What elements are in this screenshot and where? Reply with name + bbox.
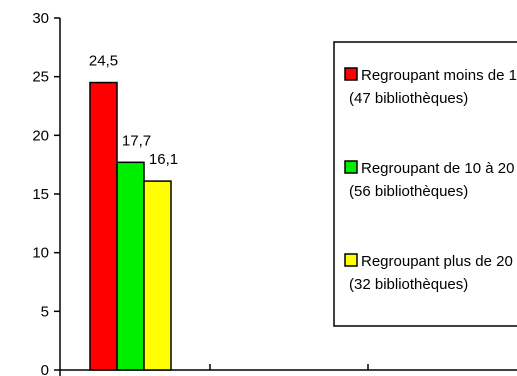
y-tick-label: 10 — [32, 245, 49, 262]
legend-box — [333, 41, 517, 327]
y-tick-label: 15 — [32, 186, 49, 203]
legend-label: Regroupant moins de 10 communes — [361, 67, 517, 84]
legend-swatch — [344, 253, 358, 267]
data-label: 24,5 — [89, 53, 118, 70]
legend-sublabel: (56 bibliothèques) — [349, 183, 468, 200]
bar — [143, 180, 172, 371]
bars — [89, 81, 172, 371]
legend: Regroupant moins de 10 communes (47 bibli… — [333, 41, 517, 327]
legend-swatch — [344, 160, 358, 174]
data-label: 17,7 — [122, 132, 151, 149]
bar — [116, 161, 145, 371]
data-labels: 24,5 17,7 16,1 — [89, 53, 178, 169]
data-label: 16,1 — [149, 151, 178, 168]
legend-label: Regroupant de 10 à 20 communes — [361, 160, 517, 177]
y-tick-label: 0 — [41, 362, 49, 376]
legend-swatch — [344, 67, 358, 81]
legend-label: Regroupant plus de 20 communes — [361, 253, 517, 270]
bar — [89, 81, 118, 371]
y-tick-label: 20 — [32, 127, 49, 144]
legend-sublabel: (47 bibliothèques) — [349, 90, 468, 107]
y-axis: 0 5 10 15 20 25 30 — [32, 10, 61, 376]
y-tick-label: 5 — [41, 303, 49, 320]
legend-sublabel: (32 bibliothèques) — [349, 276, 468, 293]
y-tick-label: 30 — [32, 10, 49, 27]
y-tick-label: 25 — [32, 69, 49, 86]
